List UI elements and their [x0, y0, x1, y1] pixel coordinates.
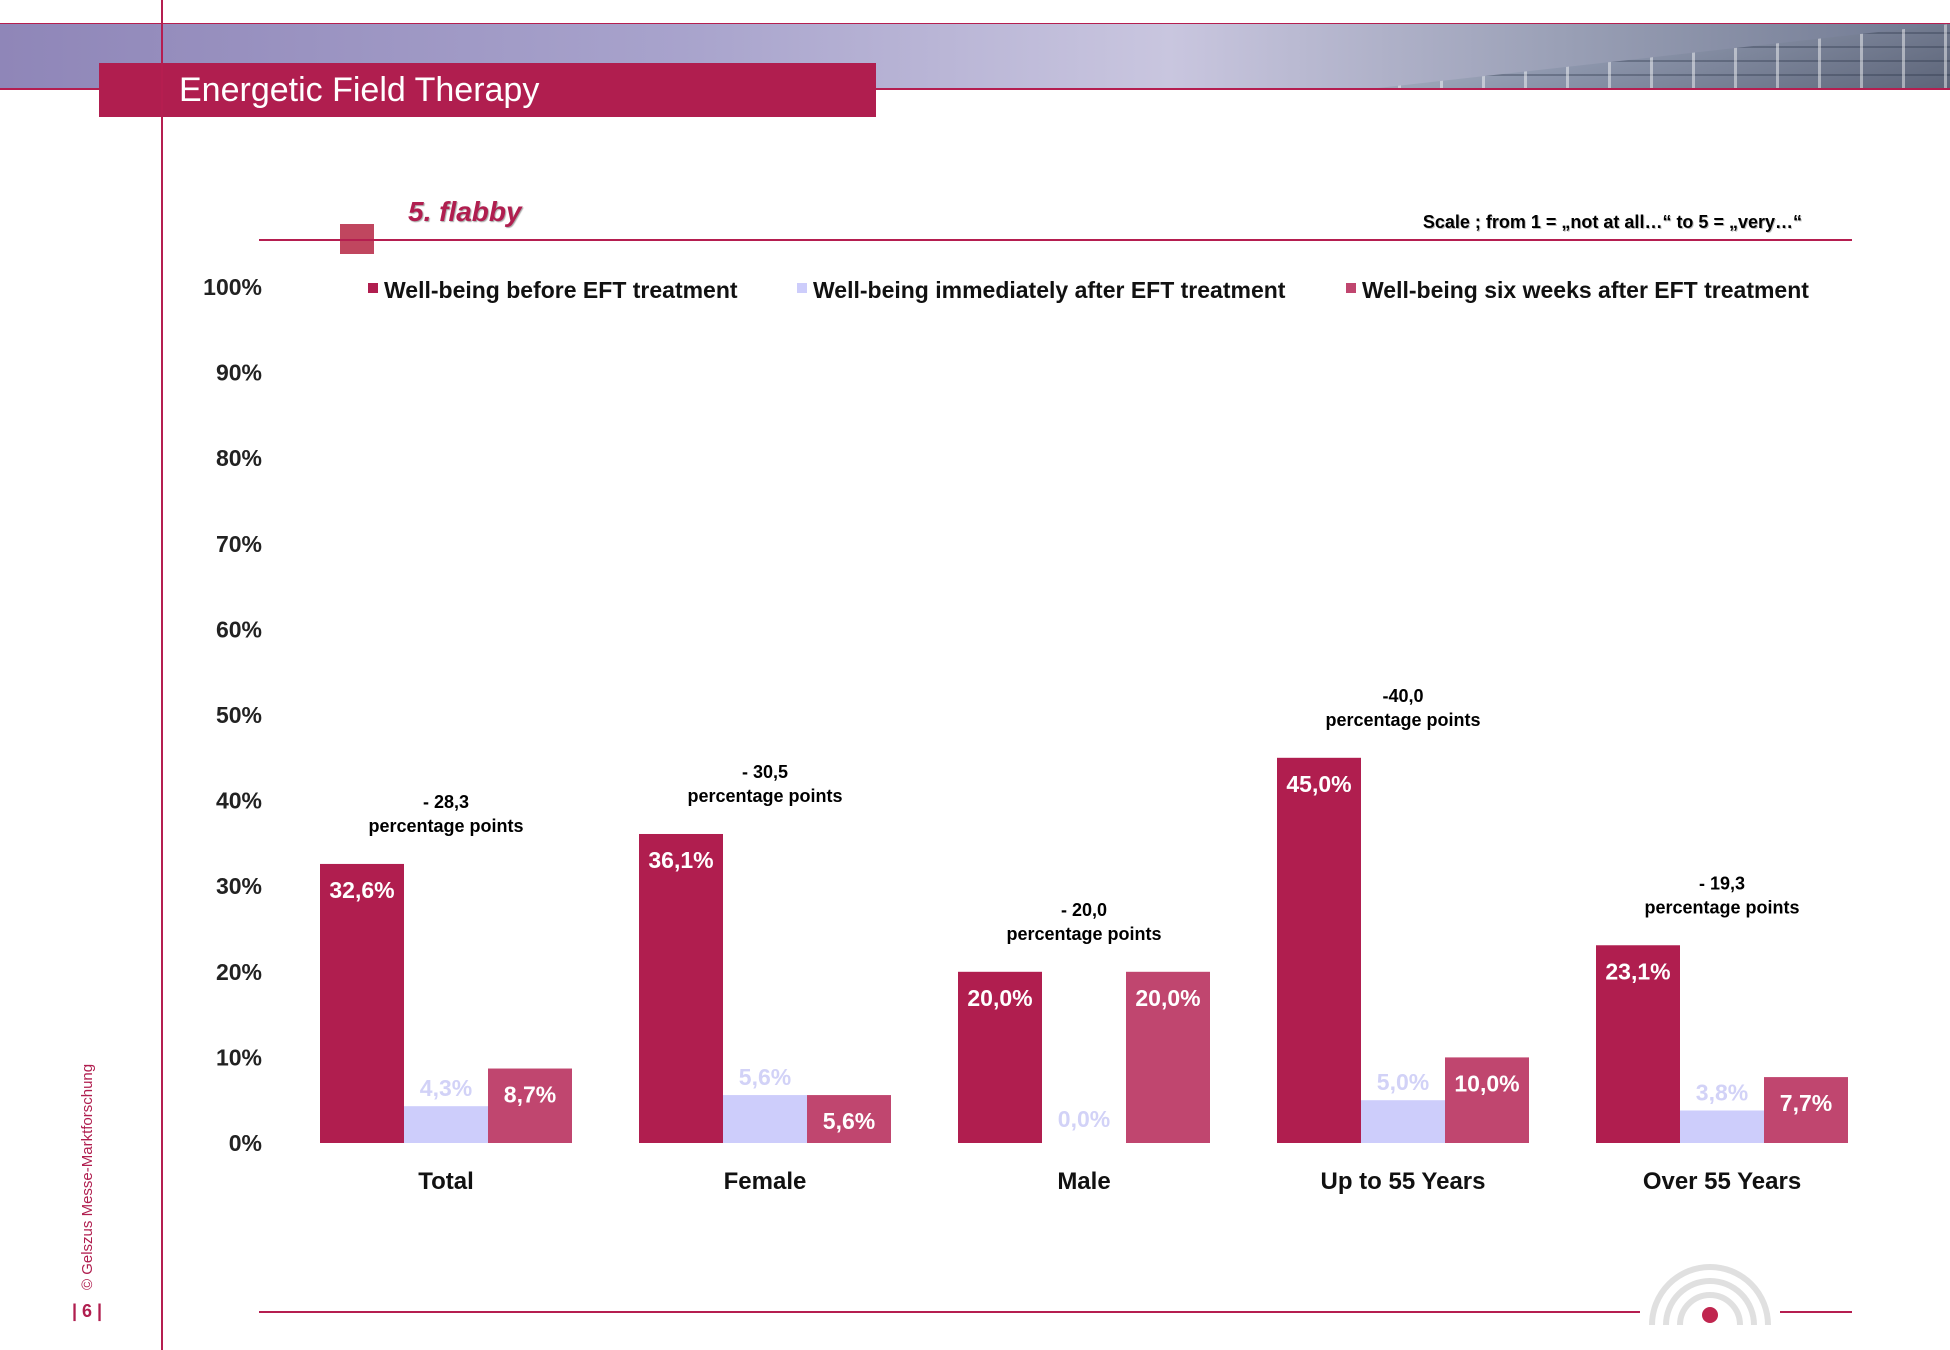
data-label: 5,0%	[1377, 1069, 1429, 1095]
difference-annotation-unit: percentage points	[368, 816, 523, 836]
difference-annotation: - 28,3	[423, 792, 469, 812]
y-tick-label: 10%	[216, 1044, 262, 1070]
copyright-text: © Gelszus Messe-Marktforschung	[79, 1063, 96, 1290]
bar	[1680, 1110, 1764, 1143]
data-label: 5,6%	[739, 1064, 791, 1090]
bar	[1764, 1077, 1848, 1143]
bar	[488, 1068, 572, 1143]
data-label: 36,1%	[648, 847, 713, 873]
legend-label: Well-being six weeks after EFT treatment	[1362, 277, 1809, 303]
data-label: 0,0%	[1058, 1106, 1110, 1132]
data-label: 32,6%	[329, 877, 394, 903]
legend-swatch	[1346, 283, 1356, 293]
y-tick-label: 90%	[216, 360, 262, 386]
data-label: 7,7%	[1780, 1090, 1832, 1116]
bar	[1361, 1100, 1445, 1143]
difference-annotation-unit: percentage points	[1644, 897, 1799, 917]
bar	[404, 1106, 488, 1143]
x-category-label: Over 55 Years	[1643, 1168, 1801, 1195]
data-label: 45,0%	[1286, 771, 1351, 797]
y-tick-label: 20%	[216, 959, 262, 985]
bar	[723, 1095, 807, 1143]
y-tick-label: 40%	[216, 788, 262, 814]
data-label: 3,8%	[1696, 1079, 1748, 1105]
legend-swatch	[368, 283, 378, 293]
x-category-label: Up to 55 Years	[1321, 1168, 1486, 1195]
y-tick-label: 50%	[216, 702, 262, 728]
section-title: 5. flabby	[408, 196, 522, 227]
data-label: 20,0%	[1135, 985, 1200, 1011]
difference-annotation: - 30,5	[742, 762, 788, 782]
difference-annotation: - 19,3	[1699, 873, 1745, 893]
bar	[807, 1095, 891, 1143]
data-label: 20,0%	[967, 985, 1032, 1011]
legend-swatch	[797, 283, 807, 293]
difference-annotation-unit: percentage points	[1006, 924, 1161, 944]
y-tick-label: 100%	[203, 274, 262, 300]
bar	[639, 833, 723, 1143]
data-label: 23,1%	[1605, 958, 1670, 984]
bar	[1445, 1057, 1529, 1143]
bar	[1277, 757, 1361, 1143]
data-label: 10,0%	[1454, 1070, 1519, 1096]
page-title: Energetic Field Therapy	[99, 63, 876, 117]
y-tick-label: 70%	[216, 531, 262, 557]
page-number: | 6 |	[72, 1301, 103, 1321]
bar	[958, 971, 1042, 1143]
bar	[320, 863, 404, 1143]
bar	[1126, 971, 1210, 1143]
difference-annotation-unit: percentage points	[1325, 710, 1480, 730]
data-label: 5,6%	[823, 1108, 875, 1134]
y-tick-label: 0%	[229, 1130, 262, 1156]
left-divider-line	[161, 0, 163, 1350]
y-tick-label: 60%	[216, 616, 262, 642]
legend-label: Well-being before EFT treatment	[384, 277, 738, 303]
section-divider-line	[259, 239, 1852, 241]
difference-annotation: - 20,0	[1061, 900, 1107, 920]
bar	[1596, 945, 1680, 1143]
y-tick-label: 80%	[216, 445, 262, 471]
difference-annotation: -40,0	[1382, 686, 1423, 706]
x-category-label: Total	[418, 1168, 474, 1195]
x-category-label: Male	[1057, 1168, 1110, 1195]
data-label: 8,7%	[504, 1082, 556, 1108]
difference-annotation-unit: percentage points	[687, 786, 842, 806]
x-category-label: Female	[724, 1168, 807, 1195]
data-label: 4,3%	[420, 1075, 472, 1101]
footer-divider-line	[259, 1311, 1852, 1313]
logo-icon	[1640, 1245, 1780, 1335]
legend-label: Well-being immediately after EFT treatme…	[813, 277, 1286, 303]
scale-note: Scale ; from 1 = „not at all…“ to 5 = „v…	[1422, 212, 1802, 232]
y-tick-label: 30%	[216, 873, 262, 899]
